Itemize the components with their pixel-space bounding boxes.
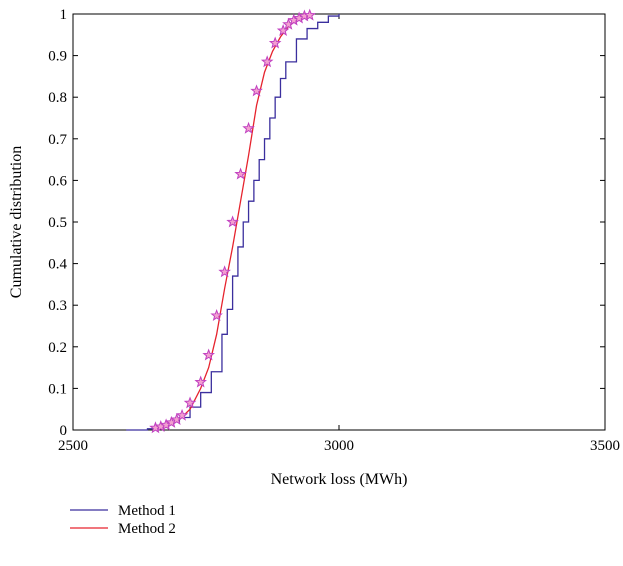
y-tick-label: 0.5: [48, 215, 67, 231]
y-axis-title: Cumulative distribution: [8, 146, 25, 298]
y-tick-label: 0.2: [48, 340, 67, 356]
series-2-star-marker: [218, 265, 231, 278]
series-layer: [126, 8, 340, 434]
series-2-star-marker: [250, 84, 263, 97]
y-tick-label: 0.4: [48, 257, 67, 273]
y-tick-label: 0.8: [48, 90, 67, 106]
y-tick-label: 0.1: [48, 381, 67, 397]
series-2-star-marker: [303, 8, 317, 21]
series-2-star-marker: [242, 121, 255, 134]
axis-ticks: 0 0.1 0.2 0.3 0.4 0.5 0.6 0.7 0.8 0.9 1 2500 3000 350…: [48, 7, 620, 454]
series-2-star-marker: [260, 55, 274, 68]
series-2-star-marker: [202, 348, 215, 361]
series-2-star-marker: [194, 375, 207, 388]
series-2-star-marker: [268, 36, 282, 49]
legend: Method 1 Method 2: [70, 503, 176, 537]
series-2-star-marker: [210, 308, 223, 321]
plot-area: [72, 13, 606, 431]
y-tick-label: 0: [60, 423, 68, 439]
series-2-star-marker: [183, 396, 197, 409]
x-axis-title: Network loss (MWh): [271, 471, 408, 488]
legend-label-1: Method 1: [118, 503, 176, 519]
x-tick-label: 3000: [324, 438, 354, 454]
series-2-star-marker: [234, 167, 247, 180]
y-tick-label: 0.9: [48, 49, 67, 65]
y-tick-label: 1: [60, 7, 68, 23]
y-tick-label: 0.7: [48, 132, 67, 148]
series-2-star-marker: [175, 408, 189, 421]
x-tick-label: 2500: [58, 438, 88, 454]
series-2-star-marker: [276, 24, 290, 36]
legend-label-2: Method 2: [118, 521, 176, 537]
y-tick-label: 0.3: [48, 298, 67, 314]
series-2-star-marker: [226, 215, 239, 228]
x-tick-label: 3500: [590, 438, 620, 454]
y-tick-label: 0.6: [48, 173, 67, 189]
